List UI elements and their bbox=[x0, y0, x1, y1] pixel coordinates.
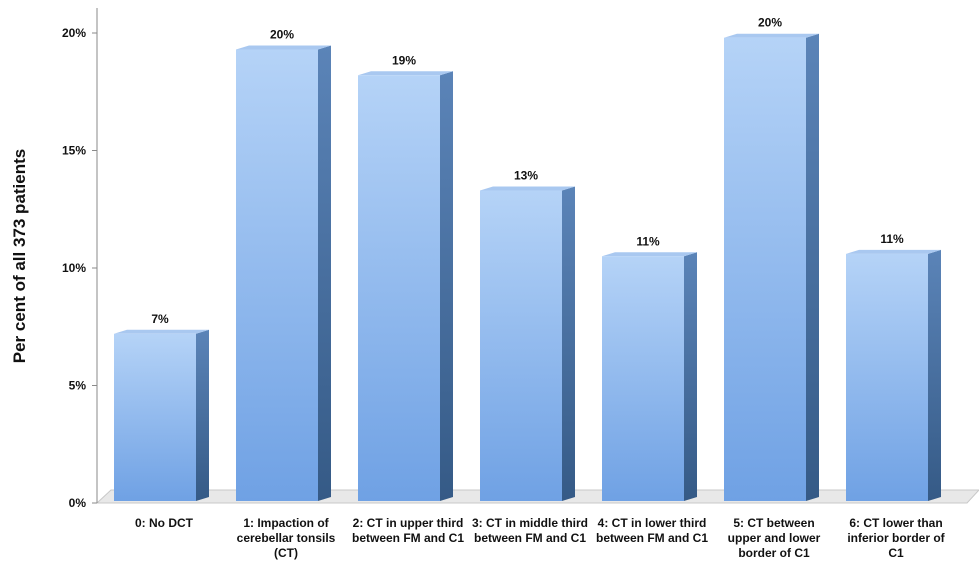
bar-top bbox=[480, 186, 575, 191]
bar-top bbox=[846, 249, 941, 254]
bar bbox=[358, 75, 440, 502]
bar-side bbox=[928, 249, 941, 501]
bar-top bbox=[236, 45, 331, 50]
data-label: 11% bbox=[880, 232, 904, 246]
data-label: 13% bbox=[514, 168, 538, 182]
x-tick-label: 0: No DCT bbox=[135, 516, 194, 530]
y-axis-title: Per cent of all 373 patients bbox=[10, 149, 29, 363]
bar-side bbox=[684, 252, 697, 501]
data-label: 20% bbox=[270, 27, 294, 41]
x-tick-labels: 0: No DCT 1: Impaction of cerebellar tonsi… bbox=[135, 516, 946, 560]
y-tick-label: 15% bbox=[62, 144, 86, 158]
bar-side bbox=[440, 71, 453, 502]
data-label: 7% bbox=[151, 312, 169, 326]
data-label: 19% bbox=[392, 53, 416, 67]
bar bbox=[114, 333, 196, 501]
bar-side bbox=[806, 33, 819, 501]
bar-side bbox=[562, 186, 575, 501]
bar bbox=[602, 256, 684, 501]
data-label: 20% bbox=[758, 16, 782, 30]
x-tick-label: 6: CT lower than inferior border of C1 bbox=[847, 516, 945, 560]
bar bbox=[480, 190, 562, 501]
bar-top bbox=[358, 71, 453, 76]
y-tick-label: 5% bbox=[69, 379, 87, 393]
bar-side bbox=[318, 45, 331, 501]
x-tick-label: 3: CT in middle third between FM and C1 bbox=[472, 516, 588, 545]
bars bbox=[114, 33, 941, 502]
data-labels: 7% 20% 19% 13% 11% 20% 11% bbox=[151, 16, 904, 326]
x-tick-label: 1: Impaction of cerebellar tonsils (CT) bbox=[237, 516, 336, 560]
bar-top bbox=[114, 329, 209, 334]
bar-side bbox=[196, 329, 209, 501]
bar bbox=[724, 37, 806, 501]
bar bbox=[846, 253, 928, 501]
y-tick-label: 10% bbox=[62, 261, 86, 275]
x-tick-label: 4: CT in lower third between FM and C1 bbox=[596, 516, 708, 545]
bar-top bbox=[724, 33, 819, 38]
bar-top bbox=[602, 252, 697, 257]
bar bbox=[236, 49, 318, 501]
x-tick-label: 5: CT between upper and lower border of C1 bbox=[728, 516, 821, 560]
y-tick-label: 0% bbox=[69, 496, 87, 510]
y-ticks: 0% 5% 10% 15% 20% bbox=[62, 26, 97, 510]
data-label: 11% bbox=[636, 234, 660, 248]
x-tick-label: 2: CT in upper third between FM and C1 bbox=[352, 516, 464, 545]
y-tick-label: 20% bbox=[62, 26, 86, 40]
